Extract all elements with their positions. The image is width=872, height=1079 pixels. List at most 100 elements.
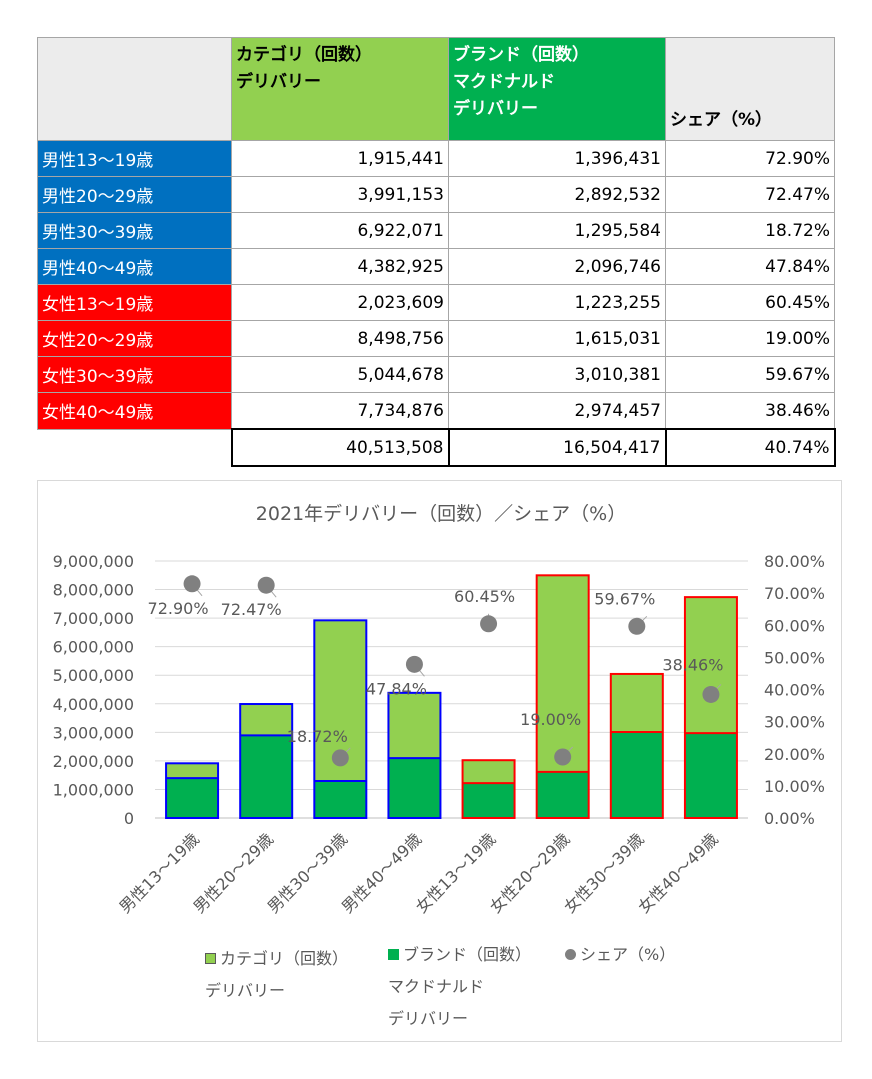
bar-brand [684, 733, 737, 818]
category-value: 5,044,678 [231, 356, 449, 393]
share-marker [257, 576, 275, 594]
share-data-label: 72.47% [221, 600, 282, 619]
y-tick-label: 6,000,000 [53, 638, 134, 657]
share-value: 19.00% [665, 320, 835, 357]
share-value: 60.45% [665, 284, 835, 321]
total-row: 40,513,508 16,504,417 40.74% [37, 428, 836, 467]
share-data-label: 59.67% [594, 589, 655, 608]
total-empty-cell [37, 429, 232, 466]
bar-brand [314, 781, 367, 818]
row-label: 女性20～29歳 [37, 320, 232, 357]
share-data-label: 19.00% [520, 710, 581, 729]
share-data-label: 18.72% [287, 727, 348, 746]
y-tick-label: 4,000,000 [53, 695, 134, 714]
share-data-label: 47.84% [366, 679, 427, 698]
row-label: 男性40～49歳 [37, 248, 232, 285]
table-row: 女性20～29歳 8,498,756 1,615,031 19.00% [37, 320, 835, 357]
share-marker [183, 575, 201, 593]
row-label: 男性30～39歳 [37, 212, 232, 249]
share-marker [628, 617, 646, 635]
y-tick-label: 1,000,000 [53, 780, 134, 799]
header-cell: シェア（%） [665, 37, 835, 141]
share-value: 59.67% [665, 356, 835, 393]
share-marker [702, 685, 720, 703]
bar-brand [388, 758, 441, 818]
share-marker [554, 748, 572, 766]
y2-tick-label: 0.00% [764, 809, 815, 828]
share-value: 38.46% [665, 392, 835, 430]
header-cell: ブランド（回数） マクドナルド デリバリー [448, 37, 666, 141]
y2-tick-label: 20.00% [764, 745, 825, 764]
chart-title: 2021年デリバリー（回数）／シェア（%） [256, 503, 626, 525]
category-value: 1,915,441 [231, 140, 449, 177]
y2-tick-label: 50.00% [764, 648, 825, 667]
y2-tick-label: 40.00% [764, 681, 825, 700]
category-value: 6,922,071 [231, 212, 449, 249]
brand-value: 2,974,457 [448, 392, 666, 430]
legend-swatch-brand [388, 949, 399, 960]
header-cell [37, 37, 232, 141]
brand-value: 1,615,031 [448, 320, 666, 357]
table-row: 女性13～19歳 2,023,609 1,223,255 60.45% [37, 284, 835, 321]
bar-brand [536, 771, 589, 818]
row-label: 男性13～19歳 [37, 140, 232, 177]
y-tick-label: 8,000,000 [53, 581, 134, 600]
y-tick-label: 7,000,000 [53, 609, 134, 628]
category-value: 4,382,925 [231, 248, 449, 285]
legend-label-brand: ブランド（回数） マクドナルド デリバリー [388, 945, 532, 1028]
y-tick-label: 3,000,000 [53, 723, 134, 742]
y2-tick-label: 70.00% [764, 584, 825, 603]
table-row: 男性30～39歳 6,922,071 1,295,584 18.72% [37, 212, 835, 249]
bar-outline [535, 574, 590, 820]
row-label: 女性40～49歳 [37, 392, 232, 430]
table-row: 男性20～29歳 3,991,153 2,892,532 72.47% [37, 176, 835, 213]
row-label: 男性20～29歳 [37, 176, 232, 213]
bar-brand [240, 735, 293, 818]
chart-area: 2021年デリバリー（回数）／シェア（%） 0 1,000,000 2,000,000… [37, 480, 842, 1042]
y2-tick-label: 30.00% [764, 713, 825, 732]
y-tick-label: 9,000,000 [53, 552, 134, 571]
share-marker [331, 749, 349, 767]
legend-item-brand: ブランド（回数） マクドナルド デリバリー [388, 939, 531, 1035]
y2-tick-label: 10.00% [764, 777, 825, 796]
category-value: 8,498,756 [231, 320, 449, 357]
brand-value: 3,010,381 [448, 356, 666, 393]
legend-item-category: カテゴリ（回数） デリバリー [205, 943, 348, 1007]
table-row: 男性40～49歳 4,382,925 2,096,746 47.84% [37, 248, 835, 285]
share-value: 47.84% [665, 248, 835, 285]
brand-value: 2,892,532 [448, 176, 666, 213]
y2-tick-label: 80.00% [764, 552, 825, 571]
bar-brand [462, 783, 515, 818]
brand-value: 1,396,431 [448, 140, 666, 177]
brand-value: 2,096,746 [448, 248, 666, 285]
header-row: カテゴリ（回数） デリバリー ブランド（回数） マクドナルド デリバリー シェア（%） [37, 37, 835, 141]
category-value: 7,734,876 [231, 392, 449, 430]
bar-outline [239, 703, 294, 819]
y-tick-label: 5,000,000 [53, 666, 134, 685]
share-marker [480, 615, 498, 633]
brand-value: 1,223,255 [448, 284, 666, 321]
row-label: 女性30～39歳 [37, 356, 232, 393]
share-data-label: 60.45% [454, 587, 515, 606]
y-tick-label: 2,000,000 [53, 752, 134, 771]
bar-outline [165, 762, 220, 820]
y-tick-label: 0 [124, 809, 134, 828]
legend-label-share: シェア（%） [580, 945, 676, 964]
x-tick-label: 女性40～49歳 [634, 829, 721, 916]
legend-swatch-category [205, 953, 216, 964]
bar-outline [609, 672, 664, 819]
share-value: 18.72% [665, 212, 835, 249]
category-value: 3,991,153 [231, 176, 449, 213]
share-data-label: 72.90% [148, 599, 209, 618]
bar-brand [610, 732, 663, 818]
bar-outline [387, 691, 442, 819]
table-row: 男性13～19歳 1,915,441 1,396,431 72.90% [37, 140, 835, 177]
share-data-label: 38.46% [662, 655, 723, 674]
total-share: 40.74% [664, 428, 836, 467]
share-marker [405, 655, 423, 673]
share-value: 72.47% [665, 176, 835, 213]
total-brand: 16,504,417 [447, 428, 666, 467]
table-row: 女性30～39歳 5,044,678 3,010,381 59.67% [37, 356, 835, 393]
y2-tick-label: 60.00% [764, 616, 825, 635]
data-table: カテゴリ（回数） デリバリー ブランド（回数） マクドナルド デリバリー シェア（%） 男性… [37, 37, 836, 467]
